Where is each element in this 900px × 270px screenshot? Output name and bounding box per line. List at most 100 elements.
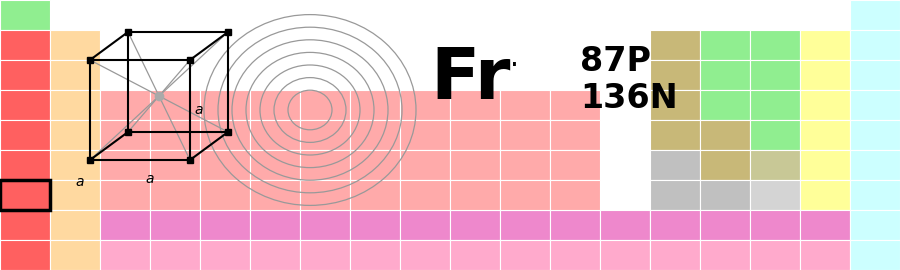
Text: ·: ·	[510, 52, 519, 80]
Bar	[450, 90, 500, 120]
Bar	[200, 240, 250, 270]
Bar	[750, 90, 800, 120]
Bar	[200, 90, 250, 120]
Bar	[250, 180, 300, 210]
Bar	[500, 120, 550, 150]
Text: 87P: 87P	[580, 45, 651, 78]
Bar	[250, 210, 300, 240]
Bar	[750, 240, 800, 270]
Bar	[750, 240, 800, 270]
Bar	[750, 180, 800, 210]
Bar	[850, 180, 900, 210]
Bar	[850, 120, 900, 150]
Bar	[700, 90, 750, 120]
Bar	[250, 150, 300, 180]
Bar	[850, 60, 900, 90]
Bar	[50, 240, 100, 270]
Bar	[550, 210, 600, 240]
Bar	[500, 180, 550, 210]
Bar	[650, 210, 700, 240]
Bar	[250, 90, 300, 120]
Bar	[50, 150, 100, 180]
Bar	[0, 180, 50, 210]
Bar	[200, 180, 250, 210]
Bar	[650, 120, 700, 150]
Bar	[650, 240, 700, 270]
Bar	[500, 150, 550, 180]
Bar	[100, 150, 150, 180]
Bar	[150, 90, 200, 120]
Bar	[0, 120, 50, 150]
Bar	[650, 90, 700, 120]
Bar	[100, 180, 150, 210]
Text: a: a	[76, 175, 84, 189]
Bar	[300, 180, 350, 210]
Bar	[100, 240, 150, 270]
Bar	[850, 0, 900, 30]
Bar	[650, 210, 700, 240]
Bar	[400, 90, 450, 120]
Bar	[0, 0, 50, 30]
Bar	[0, 90, 50, 120]
Text: a: a	[194, 103, 202, 117]
Bar	[650, 180, 700, 210]
Bar	[800, 60, 850, 90]
Bar	[200, 150, 250, 180]
Bar	[150, 150, 200, 180]
Bar	[350, 150, 400, 180]
Bar	[300, 90, 350, 120]
Bar	[800, 150, 850, 180]
Text: 136N: 136N	[580, 82, 678, 115]
Bar	[50, 60, 100, 90]
Bar	[700, 150, 750, 180]
Bar	[150, 240, 200, 270]
Bar	[750, 210, 800, 240]
Bar	[350, 180, 400, 210]
Bar	[650, 240, 700, 270]
Bar	[800, 240, 850, 270]
Bar	[300, 120, 350, 150]
Bar	[700, 120, 750, 150]
Bar	[300, 210, 350, 240]
Bar	[400, 180, 450, 210]
Bar	[0, 180, 50, 210]
Bar	[200, 120, 250, 150]
Bar	[850, 90, 900, 120]
Bar	[700, 240, 750, 270]
Bar	[450, 210, 500, 240]
Bar	[0, 210, 50, 240]
Text: a: a	[146, 172, 154, 186]
Bar	[700, 240, 750, 270]
Bar	[500, 210, 550, 240]
Bar	[450, 150, 500, 180]
Bar	[650, 150, 700, 180]
Bar	[700, 210, 750, 240]
Bar	[0, 30, 50, 60]
Bar	[700, 60, 750, 90]
Bar	[650, 60, 700, 90]
Bar	[300, 150, 350, 180]
Bar	[50, 180, 100, 210]
Bar	[400, 150, 450, 180]
Bar	[850, 240, 900, 270]
Bar	[750, 30, 800, 60]
Bar	[50, 210, 100, 240]
Bar	[850, 210, 900, 240]
Bar	[0, 150, 50, 180]
Bar	[850, 150, 900, 180]
Bar	[400, 240, 450, 270]
Bar	[0, 240, 50, 270]
Bar	[150, 120, 200, 150]
Bar	[800, 210, 850, 240]
Bar	[550, 180, 600, 210]
Bar	[0, 60, 50, 90]
Bar	[150, 210, 200, 240]
Bar	[600, 240, 650, 270]
Bar	[250, 120, 300, 150]
Bar	[800, 180, 850, 210]
Bar	[450, 240, 500, 270]
Bar	[800, 210, 850, 240]
Bar	[550, 240, 600, 270]
Bar	[350, 210, 400, 240]
Text: Fr: Fr	[430, 45, 510, 114]
